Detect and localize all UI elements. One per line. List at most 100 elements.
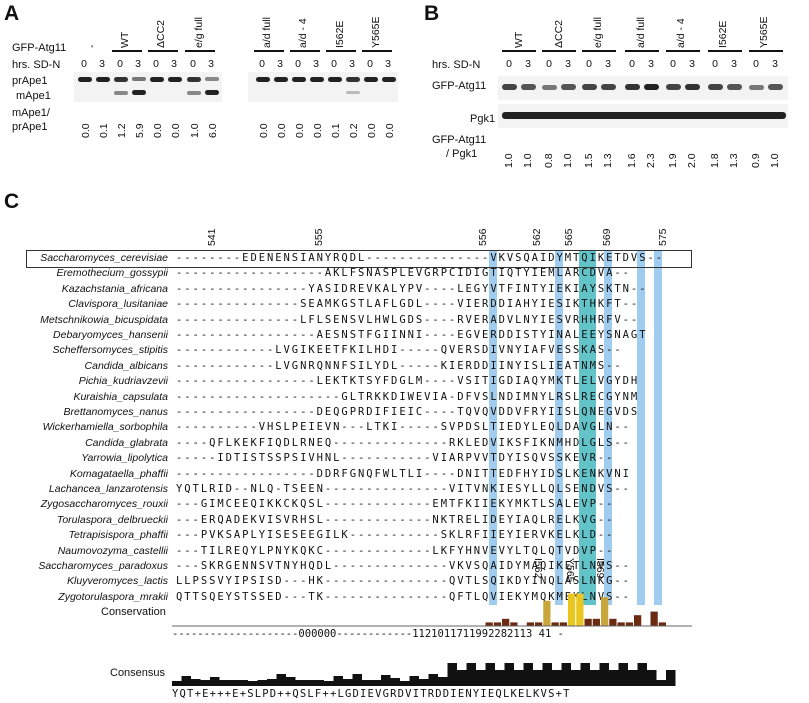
consensus-bar xyxy=(219,680,229,686)
consensus-bar xyxy=(647,670,657,686)
species-name: Candida_albicans xyxy=(84,359,168,372)
a-group-underline xyxy=(290,50,320,52)
a-hour: 0 xyxy=(117,58,123,70)
a-group-none: - xyxy=(86,44,98,49)
consensus-bar xyxy=(618,663,628,686)
a-band-prape1 xyxy=(96,77,110,82)
b-ratio: 1.5 xyxy=(583,153,595,168)
a-band-prape1 xyxy=(187,77,201,82)
reference-row-box xyxy=(26,250,692,268)
sequence-row: ------------------AKLFSNASPLEVGRPCIDIGTI… xyxy=(176,267,631,280)
b-band-gfp xyxy=(625,84,640,90)
sequence-row: ---ERQADEKVISVRHSL-------------NKTRELIDE… xyxy=(176,513,615,526)
a-hour: 3 xyxy=(349,58,355,70)
a-hour: 3 xyxy=(208,58,214,70)
c-position-565: 565 xyxy=(563,228,575,246)
b-band-gfp xyxy=(708,84,723,90)
consensus-bar xyxy=(666,670,676,686)
species-name: Wickerhamiella_sorbophila xyxy=(42,421,168,434)
species-name: Lachancea_lanzarotensis xyxy=(48,483,168,495)
c-position-562: 562 xyxy=(531,228,543,246)
a-hour: 0 xyxy=(81,58,87,70)
consensus-bar xyxy=(210,677,220,686)
b-hour: 3 xyxy=(689,58,695,70)
b-group-dcc2: ΔCC2 xyxy=(553,19,565,48)
column-highlight xyxy=(637,251,646,606)
sequence-row: --------EDENENSIANYRQDL---------------VK… xyxy=(176,252,665,264)
b-band-gfp xyxy=(542,85,557,90)
b-band-gfp xyxy=(685,84,700,90)
a-hour: 3 xyxy=(313,58,319,70)
a-ratio: 0.0 xyxy=(80,123,92,138)
b-hour: 0 xyxy=(546,58,552,70)
b-hour: 3 xyxy=(565,58,571,70)
b-hour: 0 xyxy=(629,58,635,70)
consensus-bar xyxy=(362,680,372,686)
consensus-bar xyxy=(390,678,400,686)
consensus-chart xyxy=(172,663,676,686)
a-group-dcc2: ΔCC2 xyxy=(155,19,167,48)
consensus-bar xyxy=(419,679,429,686)
a-band-prape1 xyxy=(256,77,270,82)
species-name: Torulaspora_delbrueckii xyxy=(56,513,168,526)
b-hour: 0 xyxy=(506,58,512,70)
conservation-scores: --------------------000000------------11… xyxy=(172,628,564,640)
sequence-row: ---PVKSAPLYISESEEGILK-----------SKLRFIIE… xyxy=(176,529,615,542)
conservation-bar xyxy=(526,622,534,626)
conservation-bar xyxy=(510,622,518,626)
sequence-row: ---TILREQYLPNYKQKC-------------LKFYHNVEV… xyxy=(176,544,615,557)
conservation-bar xyxy=(584,618,592,626)
consensus-label: Consensus xyxy=(110,667,166,679)
conservation-bar xyxy=(592,618,600,626)
column-highlight xyxy=(554,251,563,606)
consensus-bar xyxy=(324,681,334,686)
b-group-ad-4: a/d - 4 xyxy=(675,18,687,48)
conservation-chart xyxy=(172,593,692,627)
b-ratio: 1.9 xyxy=(667,153,679,168)
a-ratio: 0.0 xyxy=(152,123,164,138)
b-group-underline xyxy=(708,50,742,52)
sequence-row: ---GIMCEEQIKKCKQSL-------------EMTFKIIEK… xyxy=(176,498,615,511)
consensus-bar xyxy=(371,680,381,686)
consensus-bar xyxy=(561,663,571,686)
consensus-bar xyxy=(495,670,505,686)
b-group-underline xyxy=(749,50,783,52)
a-hour: 0 xyxy=(295,58,301,70)
consensus-bar xyxy=(466,663,476,686)
conservation-bar xyxy=(601,597,609,626)
consensus-bar xyxy=(314,680,324,686)
species-name: Candida_glabrata xyxy=(85,436,168,449)
b-band-gfp xyxy=(749,85,764,90)
column-highlight xyxy=(604,251,613,606)
a-ratio: 0.0 xyxy=(258,123,270,138)
conservation-bar xyxy=(658,622,666,626)
b-band-gfp xyxy=(666,84,681,90)
consensus-bar xyxy=(485,663,495,686)
a-band-prape1 xyxy=(132,77,146,81)
a-row-label-prape1: prApe1 xyxy=(12,75,48,87)
consensus-bar xyxy=(409,676,419,686)
b-ratio: 0.9 xyxy=(750,153,762,168)
b-band-gfp xyxy=(582,84,597,90)
a-hour: 3 xyxy=(277,58,283,70)
consensus-bar xyxy=(428,674,438,686)
consensus-bar xyxy=(447,663,457,686)
a-group-eg-full: e/g full xyxy=(193,17,205,48)
a-hour: 3 xyxy=(171,58,177,70)
sequence-row: ---------------LFLSENSVLHWLGDS----RVERAD… xyxy=(176,313,640,326)
sequence-row: ------------LVGIKEETFKILHDI-----QVERSDIV… xyxy=(176,344,623,357)
species-name: Kluyveromyces_lactis xyxy=(67,575,168,588)
consensus-bar xyxy=(552,670,562,686)
b-hour: 3 xyxy=(525,58,531,70)
b-row-label-pgk1: Pgk1 xyxy=(470,113,496,125)
b-hour: 0 xyxy=(753,58,759,70)
a-band-prape1 xyxy=(274,77,288,82)
consensus-bar xyxy=(248,681,258,686)
panel-label-b: B xyxy=(424,2,440,25)
species-name: Debaryomyces_hansenii xyxy=(53,329,168,341)
a-band-mape1 xyxy=(114,91,128,95)
consensus-bar xyxy=(276,674,286,686)
c-bottom-label-y565: Y565 xyxy=(564,558,576,583)
a-ratio: 1.0 xyxy=(189,123,201,138)
sequence-row: YQTLRID--NLQ-TSEEN---------------VITVNKI… xyxy=(176,483,631,495)
